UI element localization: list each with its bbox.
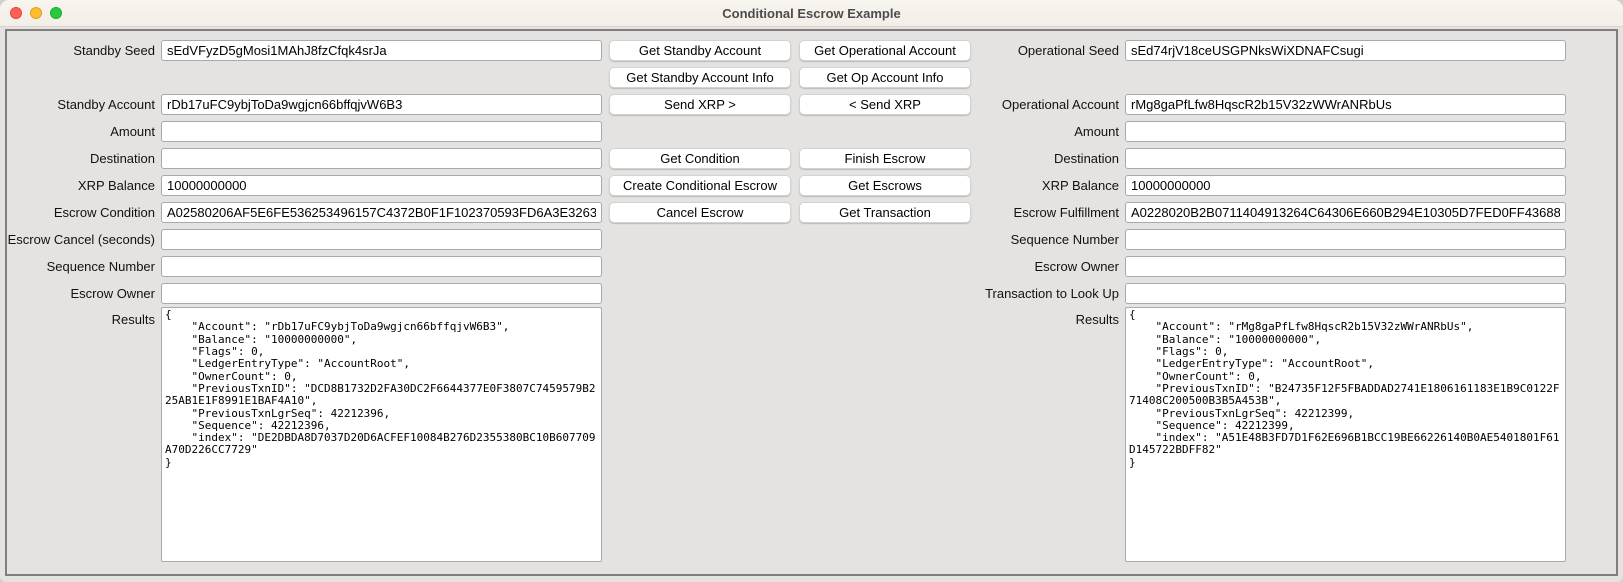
get-standby-account-info-button[interactable]: Get Standby Account Info (609, 67, 791, 88)
standby-sequence-number-input[interactable] (161, 256, 602, 277)
form-row: Escrow Cancel (seconds) Sequence Number (7, 226, 1616, 253)
transaction-to-look-up-label: Transaction to Look Up (985, 286, 1119, 301)
escrow-fulfillment-label: Escrow Fulfillment (1013, 205, 1119, 220)
escrow-condition-label: Escrow Condition (53, 205, 155, 220)
create-conditional-escrow-button[interactable]: Create Conditional Escrow (609, 175, 791, 196)
standby-account-label: Standby Account (57, 97, 155, 112)
form-row: XRP Balance Create Conditional Escrow Ge… (7, 172, 1616, 199)
send-xrp-right-button[interactable]: Send XRP > (609, 94, 791, 115)
escrow-fulfillment-input[interactable] (1125, 202, 1566, 223)
form-row: Sequence Number Escrow Owner (7, 253, 1616, 280)
operational-destination-label: Destination (1053, 151, 1119, 166)
send-xrp-left-button[interactable]: < Send XRP (799, 94, 971, 115)
traffic-lights (10, 0, 62, 26)
close-button[interactable] (10, 7, 22, 19)
operational-xrp-balance-label: XRP Balance (1041, 178, 1119, 193)
standby-seed-label: Standby Seed (73, 43, 155, 58)
get-op-account-info-button[interactable]: Get Op Account Info (799, 67, 971, 88)
standby-destination-input[interactable] (161, 148, 602, 169)
operational-destination-input[interactable] (1125, 148, 1566, 169)
standby-amount-label: Amount (110, 124, 155, 139)
operational-account-label: Operational Account (1001, 97, 1119, 112)
standby-escrow-owner-input[interactable] (161, 283, 602, 304)
standby-destination-label: Destination (89, 151, 155, 166)
get-operational-account-button[interactable]: Get Operational Account (799, 40, 971, 61)
window-title: Conditional Escrow Example (722, 5, 901, 21)
title-bar: Conditional Escrow Example (0, 0, 1623, 27)
escrow-cancel-seconds-label: Escrow Cancel (seconds) (7, 232, 155, 247)
operational-results-textarea[interactable]: { "Account": "rMg8gaPfLfw8HqscR2b15V32zW… (1125, 307, 1566, 562)
form-row: Escrow Condition Cancel Escrow Get Trans… (7, 199, 1616, 226)
op-sequence-number-input[interactable] (1125, 229, 1566, 250)
results-row: Results { "Account": "rDb17uFC9ybjToDa9w… (7, 307, 1616, 569)
operational-xrp-balance-input[interactable] (1125, 175, 1566, 196)
operational-seed-input[interactable] (1125, 40, 1566, 61)
standby-results-label: Results (111, 312, 155, 327)
operational-account-input[interactable] (1125, 94, 1566, 115)
standby-xrp-balance-input[interactable] (161, 175, 602, 196)
standby-xrp-balance-label: XRP Balance (77, 178, 155, 193)
get-condition-button[interactable]: Get Condition (609, 148, 791, 169)
finish-escrow-button[interactable]: Finish Escrow (799, 148, 971, 169)
transaction-to-look-up-input[interactable] (1125, 283, 1566, 304)
standby-escrow-owner-label: Escrow Owner (70, 286, 155, 301)
op-escrow-owner-input[interactable] (1125, 256, 1566, 277)
escrow-condition-input[interactable] (161, 202, 602, 223)
minimize-button[interactable] (30, 7, 42, 19)
cancel-escrow-button[interactable]: Cancel Escrow (609, 202, 791, 223)
op-escrow-owner-label: Escrow Owner (1034, 259, 1119, 274)
form-row: Standby Account Send XRP > < Send XRP Op… (7, 91, 1616, 118)
form-row: Escrow Owner Transaction to Look Up (7, 280, 1616, 307)
operational-results-label: Results (1075, 312, 1119, 327)
get-transaction-button[interactable]: Get Transaction (799, 202, 971, 223)
form-row: Destination Get Condition Finish Escrow … (7, 145, 1616, 172)
standby-account-input[interactable] (161, 94, 602, 115)
operational-amount-label: Amount (1074, 124, 1119, 139)
form-row: Amount Amount (7, 118, 1616, 145)
escrow-cancel-seconds-input[interactable] (161, 229, 602, 250)
form-area: Standby Seed Get Standby Account Get Ope… (5, 29, 1618, 576)
operational-seed-label: Operational Seed (1017, 43, 1119, 58)
form-row: Get Standby Account Info Get Op Account … (7, 64, 1616, 91)
zoom-button[interactable] (50, 7, 62, 19)
standby-results-textarea[interactable]: { "Account": "rDb17uFC9ybjToDa9wgjcn66bf… (161, 307, 602, 562)
get-standby-account-button[interactable]: Get Standby Account (609, 40, 791, 61)
get-escrows-button[interactable]: Get Escrows (799, 175, 971, 196)
standby-amount-input[interactable] (161, 121, 602, 142)
standby-seed-input[interactable] (161, 40, 602, 61)
operational-amount-input[interactable] (1125, 121, 1566, 142)
standby-sequence-number-label: Sequence Number (46, 259, 155, 274)
form-row: Standby Seed Get Standby Account Get Ope… (7, 37, 1616, 64)
op-sequence-number-label: Sequence Number (1010, 232, 1119, 247)
